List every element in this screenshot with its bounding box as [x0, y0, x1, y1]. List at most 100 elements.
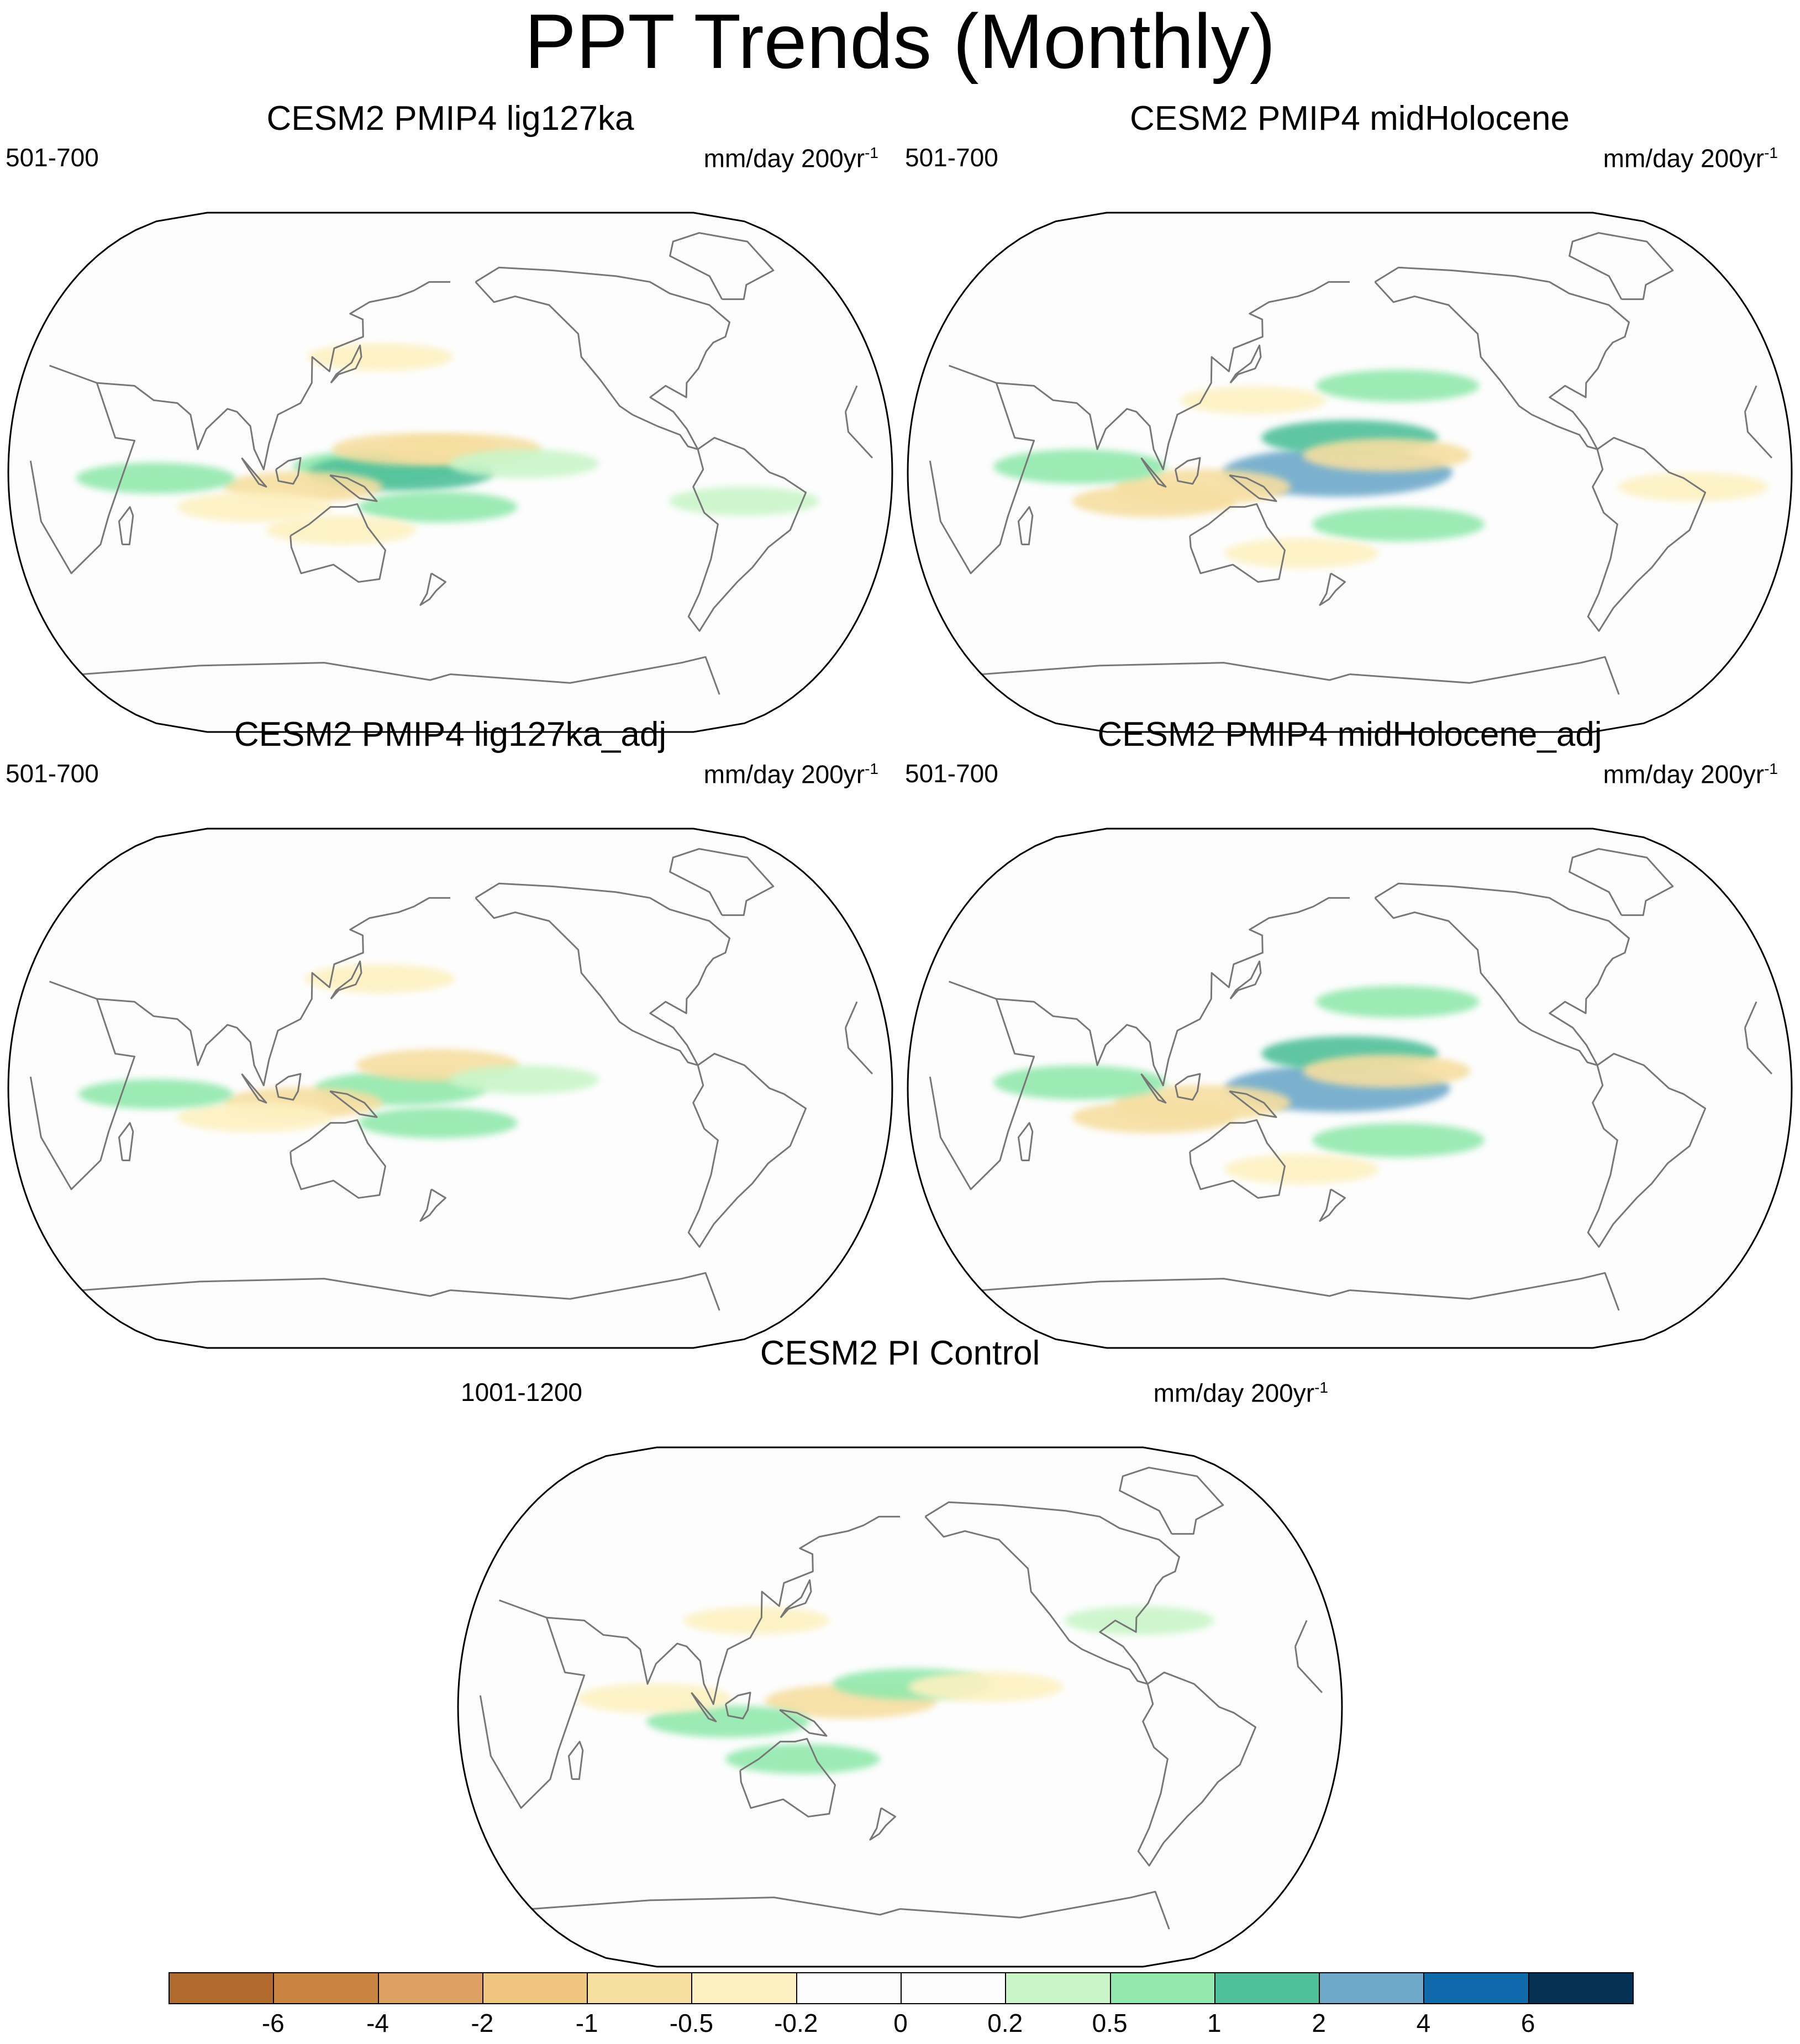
coastline	[1229, 1090, 1277, 1118]
units-label: mm/day 200yr-1	[1153, 1378, 1328, 1408]
precip-anomaly-patch	[177, 492, 332, 522]
coastline	[724, 1692, 751, 1720]
coastline	[996, 897, 1350, 1087]
coastline	[1374, 266, 1630, 450]
coastline	[82, 662, 451, 681]
colorbar-tick-label: 6	[1520, 2009, 1535, 2037]
period-label: 501-700	[905, 759, 998, 788]
panel-title: CESM2 PMIP4 lig127ka	[266, 99, 634, 138]
coastline	[419, 572, 446, 606]
coastline	[1017, 506, 1034, 546]
colorbar-tick-label: 0	[893, 2009, 908, 2037]
precip-anomaly-patch	[1180, 386, 1327, 414]
coastline	[419, 1188, 446, 1222]
colorbar-tick-label: 0.2	[987, 2009, 1023, 2037]
coastline	[546, 1515, 900, 1705]
colorbar-box	[1319, 1972, 1425, 2004]
coastline	[1294, 1646, 1323, 1693]
coastline	[531, 1897, 901, 1916]
period-label: 501-700	[6, 759, 99, 788]
coastline	[1140, 1073, 1167, 1104]
precip-anomaly-patch	[908, 1672, 1064, 1702]
coastline	[929, 365, 1035, 575]
main-title: PPT Trends (Monthly)	[524, 0, 1276, 85]
coastline	[479, 1599, 586, 1809]
colorbar-box	[587, 1972, 693, 2004]
period-label: 501-700	[6, 143, 99, 172]
colorbar-tick-label: 1	[1207, 2009, 1222, 2037]
coastline	[1587, 436, 1707, 632]
coastline	[1349, 656, 1620, 695]
units-label: mm/day 200yr-1	[703, 144, 878, 173]
colorbar-tick-label: -4	[366, 2009, 390, 2037]
precip-anomaly-patch	[1072, 485, 1236, 518]
coastline	[241, 457, 267, 488]
coastline	[475, 266, 731, 450]
coastline	[691, 1692, 717, 1722]
coastline	[1137, 1671, 1257, 1867]
map-panel-midholocene-adj: CESM2 PMIP4 midHolocene_adj 501-700 mm/d…	[899, 713, 1800, 1349]
coastline	[329, 474, 378, 502]
precip-anomaly-patch	[449, 1065, 599, 1094]
period-label: 501-700	[905, 143, 998, 172]
map-lig127ka	[7, 212, 893, 733]
precip-anomaly-patch	[1224, 538, 1380, 568]
precip-anomaly-patch	[1224, 1154, 1380, 1184]
colorbar-box	[691, 1972, 797, 2004]
coastline	[1587, 1052, 1707, 1248]
colorbar-box	[377, 1972, 483, 2004]
coastline	[290, 503, 386, 583]
panel-title: CESM2 PI Control	[760, 1334, 1040, 1372]
map-panel-pi-control: CESM2 PI Control 1001-1200 mm/day 200yr-…	[450, 1331, 1350, 1968]
coastline	[1349, 1272, 1620, 1311]
precip-anomaly-patch	[683, 1606, 830, 1635]
panel-title: CESM2 PMIP4 midHolocene	[1130, 99, 1570, 138]
map-panel-lig127ka-adj: CESM2 PMIP4 lig127ka_adj 501-700 mm/day …	[0, 713, 901, 1349]
precip-anomaly-patch	[449, 449, 599, 478]
coastline	[450, 1272, 720, 1311]
precip-anomaly-patch	[78, 1079, 233, 1109]
coastline	[1374, 882, 1630, 1066]
colorbar-box	[482, 1972, 588, 2004]
precip-anomaly-patch	[304, 964, 455, 993]
colorbar-tick-label: 0.5	[1092, 2009, 1128, 2037]
coastline	[779, 1709, 828, 1737]
colorbar-box	[901, 1972, 1007, 2004]
colorbar-box	[1528, 1972, 1634, 2004]
coastline	[330, 344, 362, 384]
precip-anomaly-patch	[1312, 507, 1485, 541]
precip-anomaly-patch	[307, 343, 453, 371]
coastline	[1744, 1001, 1757, 1028]
coastline	[1174, 1073, 1201, 1101]
coastline	[687, 1052, 807, 1248]
colorbar-box	[169, 1972, 275, 2004]
period-label: 1001-1200	[461, 1378, 582, 1406]
colorbar-tick-label: -2	[471, 2009, 494, 2037]
precip-anomaly-patch	[1315, 986, 1480, 1018]
coastline	[981, 662, 1350, 681]
colorbar-tick-label: -0.2	[774, 2009, 818, 2037]
coastline	[1294, 1620, 1308, 1647]
coastline	[1744, 1028, 1773, 1074]
precip-anomaly-patch	[993, 1065, 1166, 1100]
colorbar-tick-label: 2	[1312, 2009, 1326, 2037]
precip-anomaly-patch	[1618, 472, 1769, 502]
colorbar-tick-label: -0.5	[669, 2009, 714, 2037]
coastline	[330, 960, 362, 1000]
coastline	[844, 412, 873, 459]
coastline	[1229, 474, 1277, 502]
coastline	[845, 1001, 858, 1028]
coastline	[290, 1119, 386, 1199]
coastline	[29, 981, 136, 1190]
map-border	[7, 828, 893, 1349]
coastline	[929, 981, 1035, 1190]
precip-anomaly-patch	[266, 515, 417, 545]
coastline	[97, 281, 450, 471]
coastline	[97, 897, 450, 1087]
colorbar-box	[1423, 1972, 1529, 2004]
coastline	[780, 1579, 812, 1619]
coastline	[241, 1073, 267, 1104]
colorbar-tick-label: 4	[1416, 2009, 1431, 2037]
coastline	[1319, 1188, 1346, 1222]
coastline	[1744, 385, 1757, 412]
